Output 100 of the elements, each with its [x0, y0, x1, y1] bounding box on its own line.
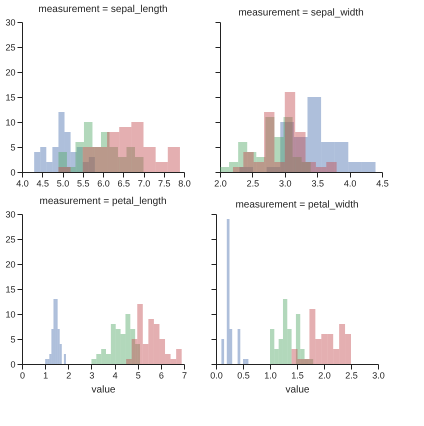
bar [56, 299, 58, 364]
bar [125, 314, 130, 364]
x-tick-label: 1 [43, 370, 48, 380]
y-tick-label: 0 [10, 360, 16, 370]
bar [295, 132, 306, 172]
bar [270, 329, 274, 364]
bar [132, 339, 138, 364]
bar [362, 162, 376, 172]
bar [345, 334, 351, 364]
bar [75, 142, 84, 172]
bar [230, 329, 232, 364]
bar [326, 162, 337, 172]
bar [315, 339, 322, 364]
bar [168, 147, 180, 172]
bar [64, 354, 66, 364]
bar [221, 339, 224, 364]
bar [137, 304, 143, 364]
bar [116, 329, 121, 364]
y-tick-label: 25 [5, 42, 16, 52]
y-tick-label: 0 [10, 168, 16, 178]
x-tick-label: 4.5 [376, 178, 389, 188]
y-tick-label: 30 [5, 210, 16, 220]
bar [226, 219, 230, 364]
x-tick-label: 2.0 [318, 370, 331, 380]
bar [159, 339, 166, 364]
bar [176, 349, 182, 364]
y-tick-label: 10 [5, 310, 16, 320]
bar [333, 349, 340, 364]
bar [254, 162, 264, 172]
bar [292, 349, 298, 364]
bar [154, 324, 160, 364]
x-tick-label: 7.0 [138, 178, 150, 188]
x-tick-label: 2.5 [345, 370, 358, 380]
bar [243, 152, 254, 172]
x-axis-title: value [286, 384, 310, 396]
x-tick-label: 3.5 [311, 178, 324, 188]
y-tick-label: 20 [5, 68, 16, 78]
bar [264, 112, 274, 172]
bar [348, 162, 362, 172]
bar [287, 329, 292, 364]
x-tick-label: 0 [20, 370, 26, 380]
bar [51, 329, 54, 364]
bar [144, 147, 156, 172]
y-tick-label: 25 [5, 234, 16, 244]
x-tick-label: 5.0 [56, 178, 70, 188]
bar [107, 132, 120, 172]
bar [334, 142, 348, 172]
bar [148, 319, 154, 364]
bar [246, 359, 248, 364]
bar [34, 152, 40, 172]
bar [321, 334, 328, 364]
bar [58, 167, 71, 172]
x-tick-label: 0.0 [210, 370, 223, 380]
x-axis-title: value [92, 384, 116, 396]
x-tick-label: 3.0 [372, 370, 385, 380]
x-tick-label: 3 [89, 370, 94, 380]
x-tick-label: 6 [158, 370, 164, 380]
bar [82, 147, 95, 172]
bar [142, 344, 148, 364]
chart-title: measurement = petal_length [39, 196, 167, 207]
bar [274, 349, 279, 364]
y-tick-label: 10 [5, 118, 16, 128]
bar [52, 147, 58, 172]
bar [46, 162, 52, 172]
bar [298, 359, 304, 364]
x-tick-label: 6.0 [97, 178, 110, 188]
bar [45, 359, 48, 364]
x-tick-label: 5.5 [76, 178, 90, 188]
y-tick-label: 20 [5, 260, 16, 270]
bar [49, 354, 52, 364]
bar [101, 349, 106, 364]
bar [47, 359, 50, 364]
x-tick-label: 1.0 [264, 370, 277, 380]
bar [131, 122, 144, 172]
chart-title: measurement = petal_width [235, 200, 359, 210]
bar [309, 309, 316, 364]
bar [120, 334, 126, 364]
bar [238, 329, 240, 364]
chart-title: measurement = sepal_length [38, 4, 168, 15]
bar [243, 359, 246, 364]
x-tick-label: 7 [182, 370, 188, 380]
y-tick-label: 15 [5, 284, 16, 294]
bar [96, 354, 102, 364]
x-tick-label: 4.5 [36, 178, 50, 188]
bar [165, 354, 171, 364]
bar [91, 359, 96, 364]
x-tick-label: 4.0 [344, 178, 356, 188]
bar [58, 329, 60, 364]
y-tick-label: 30 [5, 18, 16, 28]
bar [170, 359, 176, 364]
x-tick-label: 3.0 [279, 178, 292, 188]
bar [126, 359, 132, 364]
chart-title: measurement = sepal_width [238, 8, 364, 18]
bar [232, 167, 244, 172]
x-tick-label: 1.5 [291, 370, 304, 380]
bar [316, 167, 326, 172]
x-tick-label: 5 [136, 370, 141, 380]
bar [284, 92, 296, 172]
bar [306, 162, 316, 172]
bar [282, 299, 288, 364]
